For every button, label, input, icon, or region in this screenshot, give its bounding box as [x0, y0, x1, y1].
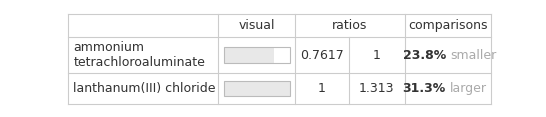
Bar — [223, 81, 289, 96]
Bar — [223, 81, 289, 96]
Text: lanthanum(III) chloride: lanthanum(III) chloride — [73, 82, 216, 95]
Text: visual: visual — [238, 19, 275, 32]
Text: comparisons: comparisons — [408, 19, 488, 32]
Bar — [223, 81, 289, 96]
Text: 0.7617: 0.7617 — [300, 49, 343, 62]
Text: 1.313: 1.313 — [359, 82, 394, 95]
Text: ammonium
tetrachloroaluminate: ammonium tetrachloroaluminate — [73, 41, 205, 69]
Text: 1: 1 — [373, 49, 381, 62]
Text: smaller: smaller — [450, 49, 496, 62]
Text: ratios: ratios — [332, 19, 367, 32]
Text: 1: 1 — [318, 82, 325, 95]
Text: 23.8%: 23.8% — [402, 49, 446, 62]
Text: larger: larger — [450, 82, 487, 95]
Bar — [223, 47, 274, 63]
Bar — [223, 47, 289, 63]
Bar — [223, 47, 289, 63]
Text: 31.3%: 31.3% — [402, 82, 446, 95]
